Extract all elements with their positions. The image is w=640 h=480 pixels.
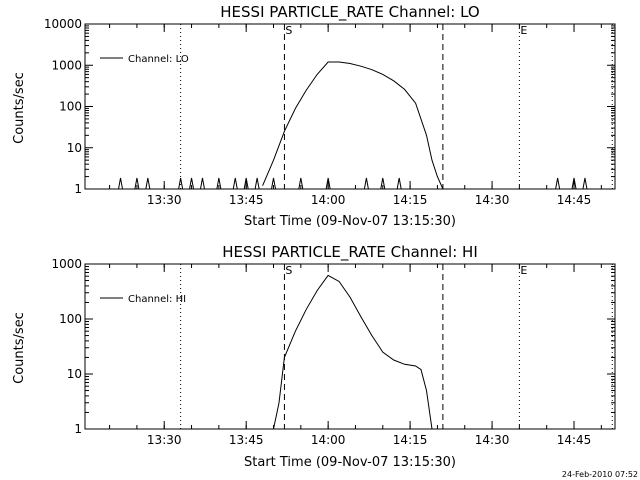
hi-x-tick-label: 13:45 <box>229 433 264 447</box>
lo-x-tick-label: 14:00 <box>311 193 346 207</box>
lo-y-tick-label: 1000 <box>51 58 82 72</box>
lo-y-label: Counts/sec <box>12 72 27 144</box>
lo-series-line <box>262 61 444 190</box>
hi-y-ticks: 1 10 100 1000 <box>51 257 615 436</box>
lo-noise-spike <box>363 177 369 190</box>
hi-start-marker: S <box>285 264 292 277</box>
lo-noise-spike <box>118 177 124 190</box>
lo-panel: HESSI PARTICLE_RATE Channel: LO 1 10 100 10… <box>12 3 616 229</box>
hi-series-line <box>273 274 433 430</box>
hi-x-label: Start Time (09-Nov-07 13:15:30) <box>244 455 456 470</box>
lo-noise-spike <box>232 177 238 190</box>
hi-y-tick-label: 10 <box>67 367 82 381</box>
lo-x-tick-label: 13:30 <box>147 193 182 207</box>
lo-noise-spike <box>243 177 249 190</box>
hi-plot-frame <box>84 263 616 430</box>
hi-x-tick-label: 14:45 <box>557 433 592 447</box>
lo-legend-label: Channel: LO <box>128 54 189 65</box>
hi-title: HESSI PARTICLE_RATE Channel: HI <box>222 243 478 262</box>
lo-noise-spikes <box>118 177 588 190</box>
hi-x-tick-label: 14:15 <box>393 433 428 447</box>
hi-y-tick-label: 100 <box>59 312 82 326</box>
lo-start-marker: S <box>285 24 292 37</box>
lo-noise-spike <box>325 177 331 190</box>
lo-plot-frame <box>84 23 616 190</box>
hi-y-tick-label: 1 <box>74 422 82 436</box>
lo-y-tick-label: 10000 <box>44 17 82 31</box>
lo-noise-spike <box>555 177 561 190</box>
lo-x-tick-label: 14:45 <box>557 193 592 207</box>
lo-noise-spike <box>178 177 184 190</box>
lo-noise-spike <box>571 177 577 190</box>
lo-noise-spike <box>254 177 260 190</box>
lo-y-tick-label: 10 <box>67 141 82 155</box>
lo-noise-spike <box>298 177 304 190</box>
lo-noise-spike <box>582 177 588 190</box>
hi-x-tick-label: 13:30 <box>147 433 182 447</box>
hi-panel: HESSI PARTICLE_RATE Channel: HI 1 10 100 10… <box>12 243 616 470</box>
lo-y-tick-label: 100 <box>59 100 82 114</box>
lo-x-label: Start Time (09-Nov-07 13:15:30) <box>244 214 456 229</box>
hi-y-label: Counts/sec <box>12 312 27 384</box>
lo-x-ticks: 13:30 13:45 14:00 14:15 14:30 14:45 <box>109 24 602 207</box>
hi-y-tick-label: 1000 <box>51 257 82 271</box>
hi-x-tick-label: 14:30 <box>475 433 510 447</box>
hi-x-ticks: 13:30 13:45 14:00 14:15 14:30 14:45 <box>109 264 602 447</box>
lo-x-tick-label: 14:30 <box>475 193 510 207</box>
lo-noise-spike <box>199 177 205 190</box>
lo-x-tick-label: 14:15 <box>393 193 428 207</box>
hi-end-marker: E <box>520 264 527 277</box>
lo-y-ticks: 1 10 100 1000 10000 <box>44 17 615 196</box>
lo-noise-spike <box>396 177 402 190</box>
footer-timestamp: 24-Feb-2010 07:52 <box>562 470 638 479</box>
lo-x-tick-label: 13:45 <box>229 193 264 207</box>
lo-noise-spike <box>134 177 140 190</box>
hi-legend-label: Channel: HI <box>128 294 186 305</box>
lo-noise-spike <box>189 177 195 190</box>
lo-y-tick-label: 1 <box>74 182 82 196</box>
lo-noise-spike <box>380 177 386 190</box>
lo-end-marker: E <box>520 24 527 37</box>
lo-title: HESSI PARTICLE_RATE Channel: LO <box>220 3 479 22</box>
lo-noise-spike <box>216 177 222 190</box>
lo-noise-spike <box>145 177 151 190</box>
hi-x-tick-label: 14:00 <box>311 433 346 447</box>
lo-noise-spike <box>271 177 276 190</box>
